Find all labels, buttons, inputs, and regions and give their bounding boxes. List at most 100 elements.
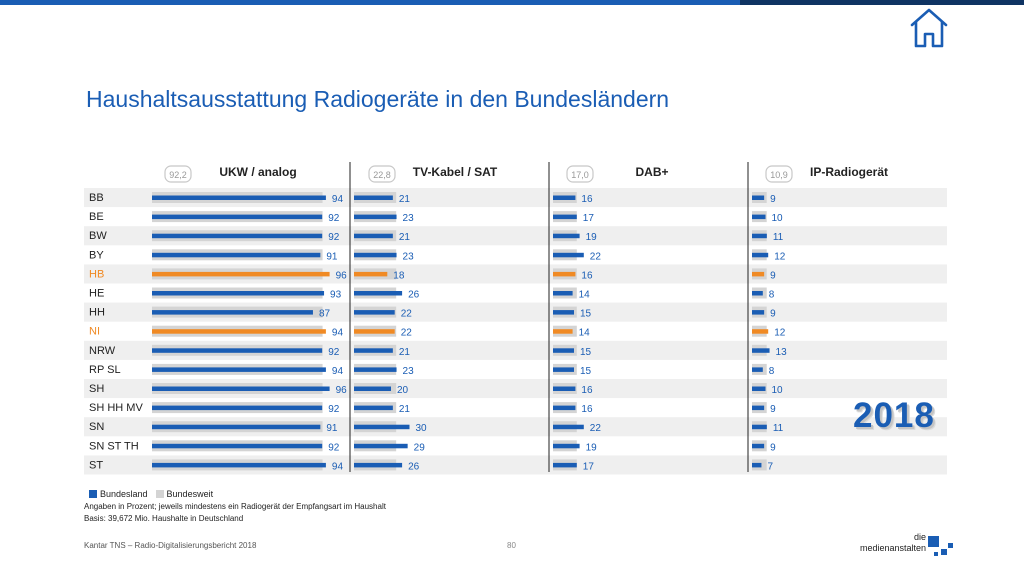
value-label: 22: [401, 328, 413, 339]
value-bar: [152, 291, 325, 296]
value-bar: [354, 386, 391, 391]
value-label: 9: [770, 309, 776, 320]
value-label: 17: [583, 213, 595, 224]
value-label: 9: [770, 270, 776, 281]
value-label: 14: [579, 290, 591, 301]
value-bar: [752, 233, 767, 239]
national-badge: [566, 165, 594, 183]
legend-item-bundesland: Bundesland: [89, 489, 148, 499]
top-accent-bar: [0, 0, 740, 5]
value-label: 7: [767, 461, 773, 472]
value-bar: [152, 405, 323, 411]
value-label: 92: [328, 213, 340, 224]
value-bar: [553, 462, 577, 468]
value-bar: [752, 443, 765, 449]
value-label: 10: [772, 213, 784, 224]
value-bar: [752, 405, 765, 411]
value-bar: [354, 233, 393, 239]
value-label: 22: [590, 251, 602, 262]
category-label: BY: [89, 249, 104, 261]
value-label: 21: [399, 232, 411, 243]
value-label: 94: [332, 328, 344, 339]
value-bar: [152, 271, 330, 277]
value-label: 21: [399, 347, 411, 358]
value-bar: [354, 214, 397, 220]
value-label: 93: [330, 290, 342, 301]
value-label: 22: [590, 423, 602, 434]
value-bar: [553, 367, 574, 372]
top-accent-bar-dark: [740, 0, 1024, 5]
value-label: 9: [770, 404, 776, 415]
value-bar: [354, 329, 395, 334]
legend-item-bundesweit: Bundesweit: [155, 489, 213, 499]
value-label: 23: [403, 366, 415, 377]
logo-square-small: [941, 549, 947, 555]
value-bar: [553, 195, 576, 200]
value-label: 15: [580, 309, 592, 320]
category-label: HE: [89, 288, 104, 300]
logo-text-line1: die: [913, 532, 926, 542]
value-bar: [752, 271, 765, 277]
logo-square-tiny: [948, 543, 953, 548]
national-badge: [368, 165, 396, 183]
value-label: 8: [769, 366, 775, 377]
category-label: ST: [89, 459, 103, 471]
value-bar: [152, 424, 321, 430]
panel-header: UKW / analog: [219, 165, 296, 179]
value-bar: [354, 291, 403, 296]
value-bar: [752, 291, 763, 296]
value-bar: [752, 214, 766, 220]
value-label: 12: [774, 251, 786, 262]
value-bar: [553, 310, 574, 315]
logo-text-line2: medienanstalten: [859, 543, 926, 553]
page-number: 80: [507, 541, 516, 550]
value-bar: [553, 252, 584, 258]
value-label: 23: [403, 213, 415, 224]
panel-header: IP-Radiogerät: [810, 165, 888, 179]
value-bar: [752, 252, 769, 258]
category-label: BE: [89, 211, 104, 223]
value-label: 18: [393, 270, 405, 281]
value-bar: [354, 310, 395, 315]
value-bar: [354, 443, 408, 449]
category-label: HB: [89, 268, 104, 280]
value-label: 12: [774, 328, 786, 339]
value-label: 16: [581, 404, 593, 415]
value-bar: [152, 329, 326, 334]
value-label: 92: [328, 404, 340, 415]
value-bar: [152, 386, 330, 391]
value-bar: [152, 462, 326, 468]
value-bar: [752, 424, 767, 430]
value-bar: [354, 348, 393, 353]
national-badge: [765, 165, 793, 183]
value-bar: [152, 252, 321, 258]
category-label: BW: [89, 230, 107, 242]
footnote-base: Basis: 39,672 Mio. Haushalte in Deutschl…: [84, 514, 244, 523]
home-icon: [910, 8, 948, 48]
value-bar: [752, 329, 769, 334]
national-value-label: 17,0: [571, 170, 589, 180]
year-badge: 2018: [853, 396, 935, 435]
value-label: 94: [332, 366, 344, 377]
panel-header: TV-Kabel / SAT: [413, 165, 498, 179]
value-label: 17: [583, 461, 595, 472]
value-label: 16: [581, 385, 593, 396]
value-bar: [752, 462, 762, 468]
home-button[interactable]: [906, 5, 952, 51]
value-label: 92: [328, 442, 340, 453]
value-bar: [553, 329, 573, 334]
value-bar: [354, 462, 403, 468]
value-label: 9: [770, 194, 776, 205]
value-bar: [152, 348, 323, 353]
logo-square-dot: [934, 552, 938, 556]
value-label: 16: [581, 194, 593, 205]
value-bar: [354, 252, 397, 258]
category-label: BB: [89, 192, 104, 204]
value-bar: [752, 386, 766, 391]
value-label: 16: [581, 270, 593, 281]
value-bar: [752, 195, 765, 200]
value-label: 19: [586, 442, 598, 453]
category-label: SH HH MV: [89, 402, 143, 414]
value-label: 15: [580, 366, 592, 377]
value-label: 9: [770, 442, 776, 453]
